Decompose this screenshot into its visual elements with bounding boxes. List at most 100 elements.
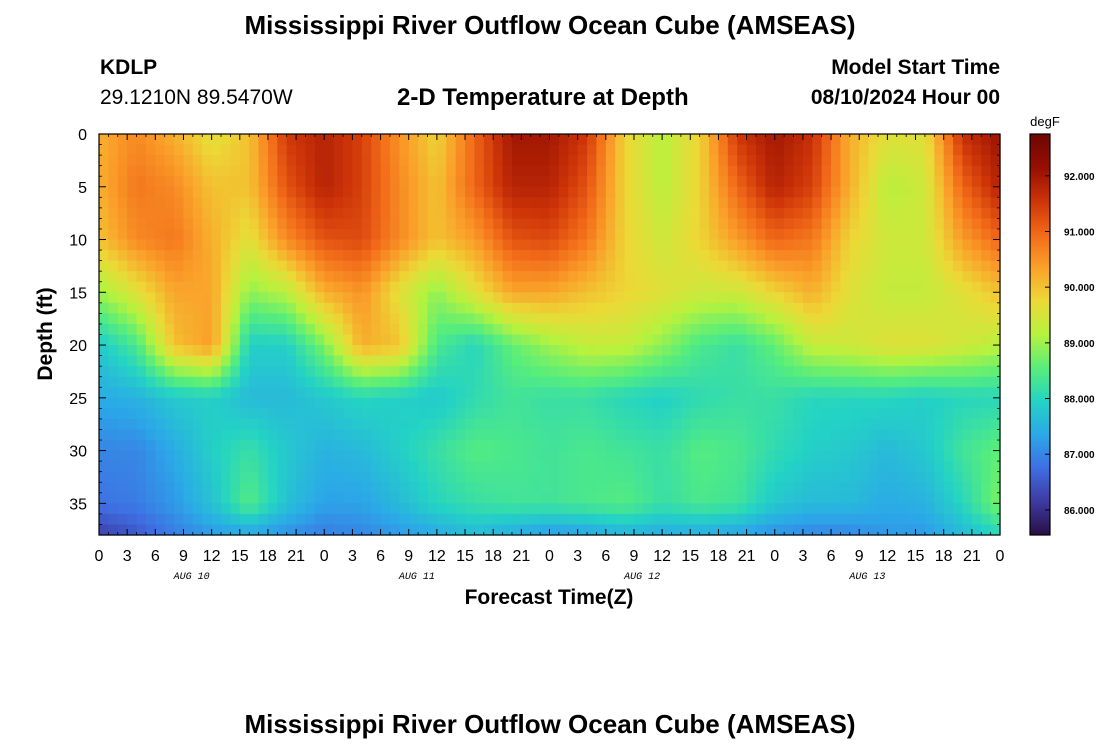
- heatmap-cell: [624, 524, 635, 536]
- heatmap-cell: [549, 155, 560, 167]
- heatmap-cell: [802, 376, 813, 388]
- heatmap-cell: [990, 155, 1001, 167]
- heatmap-cell: [117, 197, 128, 209]
- heatmap-cell: [887, 218, 898, 230]
- heatmap-cell: [408, 260, 419, 272]
- heatmap-cell: [633, 461, 644, 473]
- heatmap-cell: [840, 165, 851, 177]
- heatmap-cell: [812, 239, 823, 251]
- heatmap-cell: [821, 302, 832, 314]
- heatmap-cell: [615, 418, 626, 431]
- heatmap-cell: [221, 387, 231, 399]
- heatmap-cell: [887, 355, 898, 367]
- heatmap-cell: [924, 408, 935, 420]
- heatmap-cell: [418, 144, 429, 156]
- heatmap-cell: [934, 366, 945, 378]
- heatmap-cell: [136, 461, 147, 473]
- heatmap-cell: [812, 408, 823, 420]
- heatmap-cell: [915, 302, 926, 314]
- heatmap-cell: [690, 155, 701, 167]
- heatmap-cell: [164, 186, 175, 198]
- heatmap-cell: [896, 176, 907, 188]
- heatmap-cell: [418, 376, 429, 388]
- heatmap-cell: [305, 250, 316, 262]
- heatmap-cell: [971, 418, 982, 431]
- heatmap-cell: [127, 239, 138, 251]
- heatmap-cell: [633, 197, 644, 209]
- heatmap-cell: [343, 440, 354, 452]
- heatmap-cell: [605, 503, 616, 515]
- heatmap-cell: [718, 281, 729, 293]
- heatmap-cell: [953, 281, 964, 293]
- heatmap-cell: [821, 323, 832, 336]
- heatmap-cell: [680, 471, 691, 483]
- heatmap-cell: [971, 302, 982, 314]
- heatmap-cell: [802, 323, 813, 336]
- heatmap-cell: [652, 492, 663, 504]
- heatmap-cell: [427, 524, 438, 536]
- heatmap-cell: [558, 524, 569, 536]
- heatmap-cell: [577, 440, 588, 452]
- heatmap-cell: [652, 207, 663, 220]
- heatmap-cell: [671, 281, 682, 293]
- heatmap-cell: [596, 165, 607, 177]
- heatmap-cell: [587, 418, 598, 431]
- heatmap-cell: [249, 313, 260, 325]
- heatmap-cell: [211, 313, 222, 325]
- heatmap-cell: [746, 345, 757, 357]
- heatmap-cell: [155, 228, 166, 241]
- heatmap-cell: [192, 334, 203, 346]
- heatmap-cell: [765, 292, 776, 304]
- heatmap-cell: [981, 345, 992, 357]
- heatmap-cell: [709, 503, 720, 515]
- heatmap-cell: [690, 302, 701, 314]
- heatmap-cell: [127, 345, 138, 357]
- heatmap-cell: [286, 376, 297, 388]
- heatmap-cell: [314, 334, 325, 346]
- heatmap-cell: [183, 144, 194, 156]
- heatmap-cell: [314, 513, 325, 526]
- heatmap-cell: [896, 250, 907, 262]
- heatmap-cell: [943, 492, 954, 504]
- heatmap-cell: [793, 218, 804, 230]
- heatmap-cell: [474, 450, 485, 462]
- heatmap-cell: [906, 197, 917, 209]
- heatmap-cell: [202, 440, 213, 452]
- heatmap-cell: [906, 513, 917, 526]
- heatmap-cell: [943, 250, 954, 262]
- heatmap-cell: [568, 408, 579, 420]
- heatmap-cell: [568, 197, 579, 209]
- heatmap-cell: [971, 524, 982, 536]
- heatmap-cell: [465, 471, 476, 483]
- heatmap-cell: [418, 440, 429, 452]
- heatmap-cell: [371, 323, 382, 336]
- heatmap-cell: [906, 271, 917, 283]
- heatmap-cell: [727, 376, 738, 388]
- heatmap-cell: [455, 482, 466, 494]
- heatmap-cell: [633, 429, 644, 441]
- heatmap-cell: [174, 281, 185, 293]
- heatmap-cell: [699, 387, 710, 399]
- heatmap-cell: [127, 408, 138, 420]
- heatmap-cell: [436, 250, 447, 262]
- heatmap-cell: [267, 334, 278, 346]
- heatmap-cell: [605, 376, 616, 388]
- heatmap-cell: [465, 218, 476, 230]
- heatmap-cell: [906, 418, 917, 431]
- heatmap-cell: [511, 155, 522, 167]
- heatmap-cell: [587, 250, 598, 262]
- heatmap-cell: [859, 334, 870, 346]
- heatmap-cell: [296, 482, 307, 494]
- heatmap-cell: [418, 418, 429, 431]
- heatmap-cell: [502, 524, 513, 536]
- heatmap-cell: [530, 144, 541, 156]
- heatmap-cell: [530, 313, 541, 325]
- heatmap-cell: [915, 134, 926, 146]
- heatmap-cell: [727, 228, 738, 241]
- heatmap-cell: [202, 155, 213, 167]
- heatmap-cell: [549, 228, 560, 241]
- heatmap-cell: [671, 482, 682, 494]
- heatmap-cell: [474, 228, 485, 241]
- heatmap-cell: [483, 302, 494, 314]
- heatmap-cell: [953, 134, 964, 146]
